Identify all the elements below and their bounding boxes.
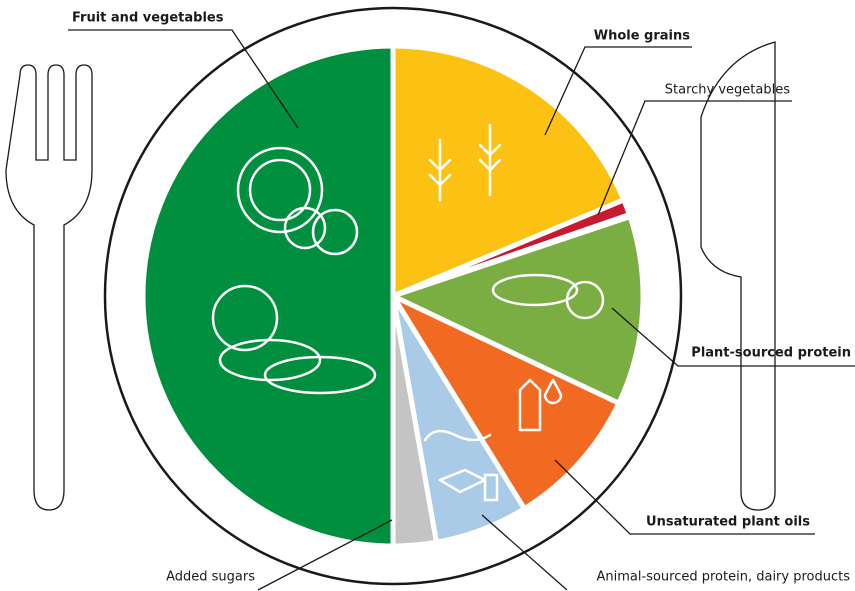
- icons: [211, 123, 605, 502]
- label: Plant-sourced protein: [691, 346, 851, 361]
- fork: [5, 64, 93, 511]
- label: Animal-sourced protein, dairy products: [597, 570, 851, 585]
- label: Fruit and vegetables: [72, 11, 224, 26]
- labels: Fruit and vegetables Whole grains Starch…: [68, 11, 855, 591]
- label: Whole grains: [594, 29, 691, 44]
- leader-line: [611, 307, 855, 367]
- label: Unsaturated plant oils: [646, 515, 810, 530]
- leader-line: [481, 514, 568, 591]
- plate-section: [390, 293, 439, 549]
- label: Starchy vegetables: [665, 83, 790, 98]
- knife: [700, 41, 776, 511]
- plate-section: [390, 293, 622, 512]
- leader-line: [597, 100, 792, 216]
- leader-line: [257, 519, 393, 591]
- leader-line: [554, 459, 815, 535]
- plate-section: [390, 214, 646, 406]
- plate-section: [390, 43, 627, 299]
- leader-line: [544, 46, 692, 136]
- leader-line: [68, 29, 299, 129]
- label: Added sugars: [166, 570, 255, 585]
